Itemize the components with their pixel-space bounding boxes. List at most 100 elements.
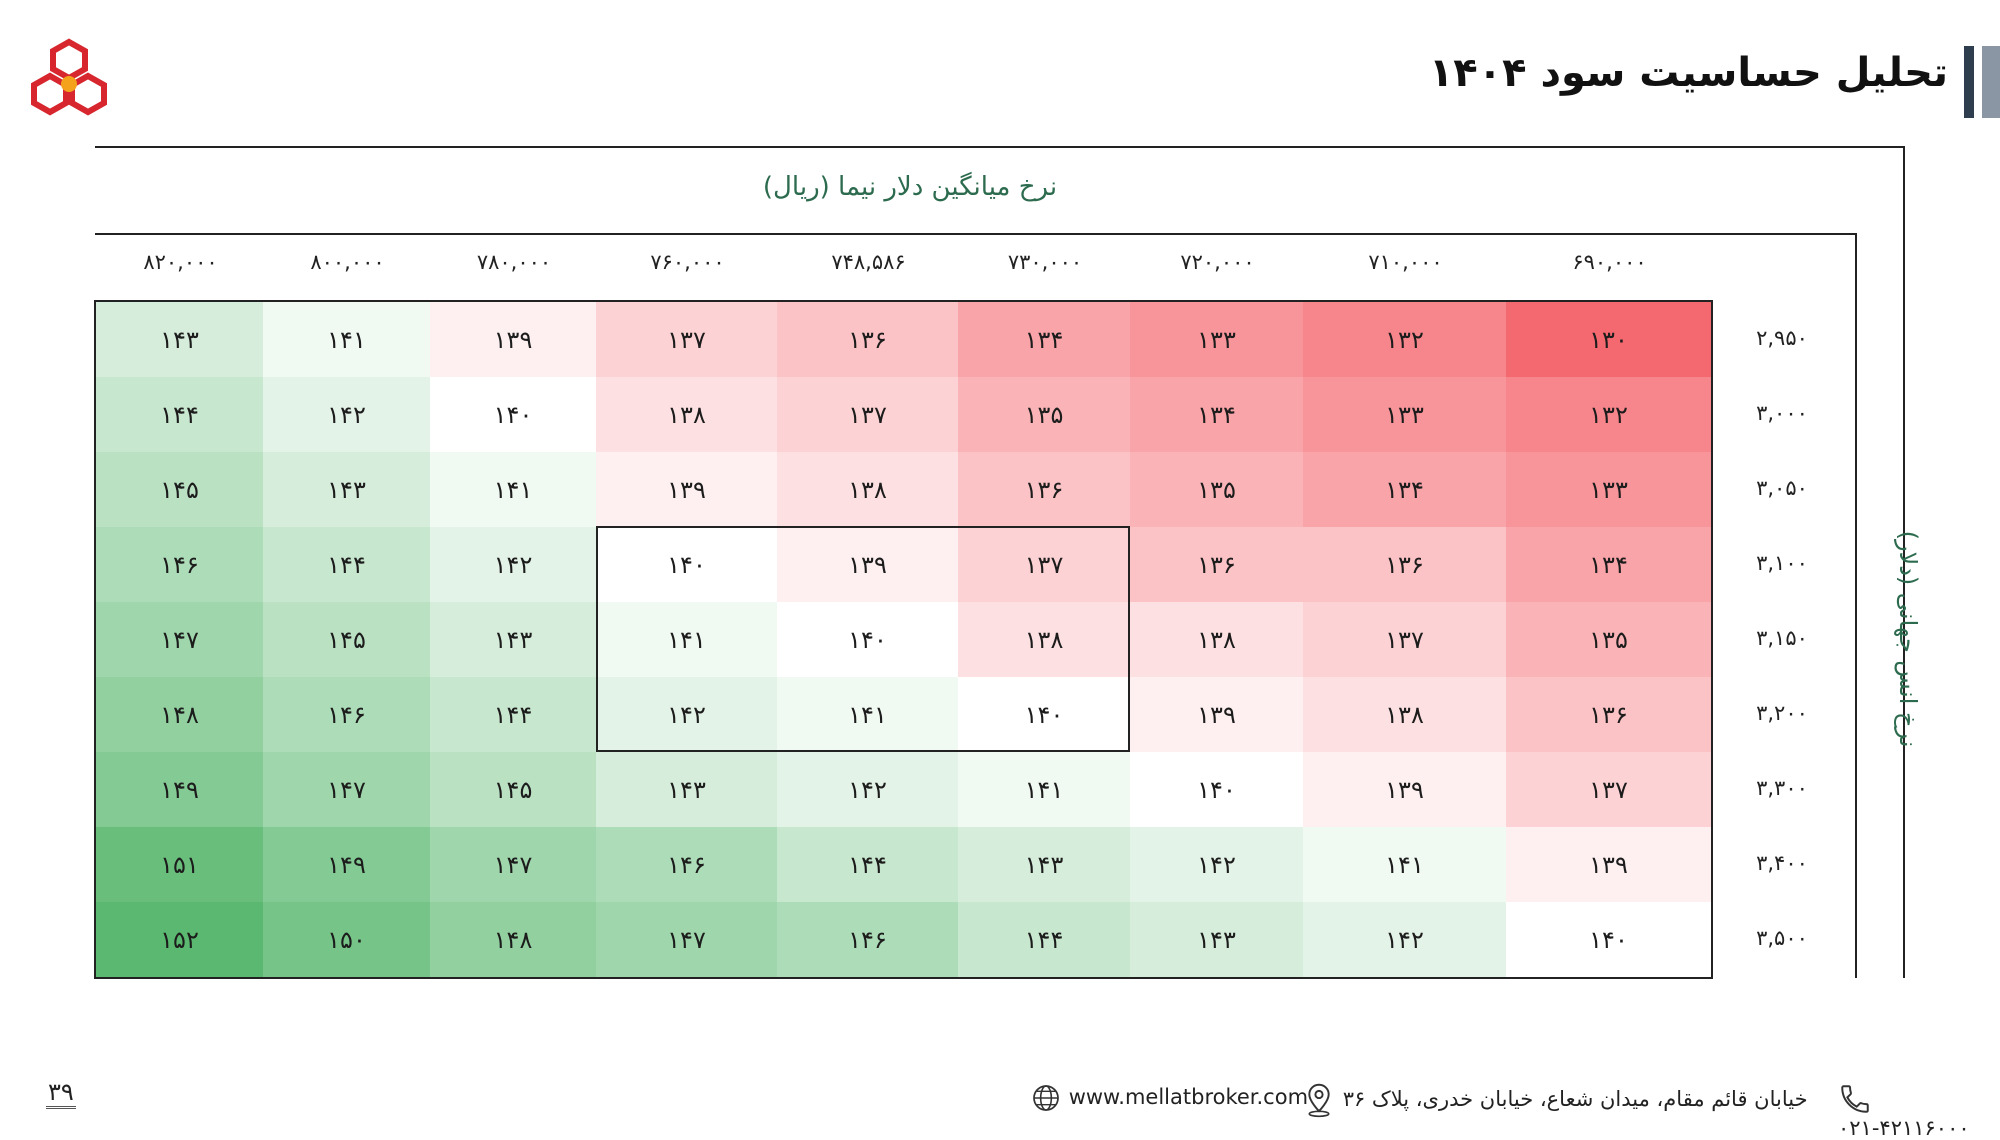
heatmap-cell: ۱۳۸ bbox=[596, 377, 777, 452]
heatmap-cell: ۱۴۰ bbox=[596, 527, 777, 602]
heatmap-cell: ۱۴۰ bbox=[1130, 752, 1303, 827]
inner-right-line bbox=[1855, 233, 1857, 978]
heatmap-cell: ۱۳۶ bbox=[1130, 527, 1303, 602]
heatmap-cell: ۱۴۱ bbox=[1303, 827, 1506, 902]
heatmap-cell: ۱۳۹ bbox=[596, 452, 777, 527]
column-axis-title: نرخ میانگین دلار نیما (ریال) bbox=[762, 172, 1058, 202]
heatmap-cell: ۱۳۵ bbox=[1130, 452, 1303, 527]
column-header: ۷۸۰,۰۰۰ bbox=[476, 250, 552, 274]
heatmap-cell: ۱۴۴ bbox=[430, 677, 596, 752]
heatmap-cell: ۱۴۲ bbox=[1130, 827, 1303, 902]
heatmap-cell: ۱۴۲ bbox=[263, 377, 430, 452]
heatmap-cell: ۱۳۰ bbox=[1506, 302, 1711, 377]
heatmap-cell: ۱۳۲ bbox=[1303, 302, 1506, 377]
frame-top-line bbox=[95, 146, 1905, 148]
heatmap-cell: ۱۴۶ bbox=[596, 827, 777, 902]
heatmap-cell: ۱۴۰ bbox=[958, 677, 1130, 752]
sensitivity-heatmap: ۱۴۳ ۱۴۱ ۱۳۹ ۱۳۷ ۱۳۶ ۱۳۴ ۱۳۳ ۱۳۲ ۱۳۰ ۱۴۴ ۱۴۲ ۱۴۰ ۱۳۸ ۱… bbox=[94, 300, 1713, 979]
heatmap-cell: ۱۳۹ bbox=[1130, 677, 1303, 752]
heatmap-cell: ۱۳۴ bbox=[1506, 527, 1711, 602]
heatmap-cell: ۱۴۳ bbox=[596, 752, 777, 827]
heatmap-cell: ۱۴۱ bbox=[430, 452, 596, 527]
heatmap-cell: ۱۴۴ bbox=[96, 377, 263, 452]
heatmap-cell: ۱۴۶ bbox=[96, 527, 263, 602]
heatmap-cell: ۱۳۶ bbox=[1506, 677, 1711, 752]
heatmap-cell: ۱۴۰ bbox=[430, 377, 596, 452]
page-title: تحلیل حساسیت سود ۱۴۰۴ bbox=[1428, 50, 1948, 96]
heatmap-cell: ۱۳۴ bbox=[1303, 452, 1506, 527]
row-header: ۳,۵۰۰ bbox=[1756, 926, 1808, 950]
heatmap-cell: ۱۳۶ bbox=[777, 302, 958, 377]
heatmap-cell: ۱۴۳ bbox=[96, 302, 263, 377]
heatmap-cell: ۱۴۱ bbox=[596, 602, 777, 677]
heatmap-cell: ۱۴۱ bbox=[958, 752, 1130, 827]
heatmap-cell: ۱۴۰ bbox=[1506, 902, 1711, 977]
heatmap-cell: ۱۳۳ bbox=[1303, 377, 1506, 452]
column-header: ۷۶۰,۰۰۰ bbox=[650, 250, 725, 274]
heatmap-cell: ۱۴۶ bbox=[263, 677, 430, 752]
heatmap-cell: ۱۳۹ bbox=[430, 302, 596, 377]
heatmap-cell: ۱۳۷ bbox=[596, 302, 777, 377]
row-header: ۲,۹۵۰ bbox=[1756, 326, 1808, 350]
heatmap-cell: ۱۴۳ bbox=[430, 602, 596, 677]
row-header: ۳,۲۰۰ bbox=[1756, 701, 1808, 725]
footer-address: خیابان قائم مقام، میدان شعاع، خیابان خدر… bbox=[1302, 1082, 1808, 1118]
heatmap-cell: ۱۴۹ bbox=[96, 752, 263, 827]
heatmap-cell: ۱۵۰ bbox=[263, 902, 430, 977]
location-pin-icon bbox=[1308, 1083, 1330, 1118]
footer-website[interactable]: www.mellatbroker.com bbox=[1030, 1082, 1308, 1114]
heatmap-cell: ۱۳۷ bbox=[958, 527, 1130, 602]
heatmap-cell: ۱۴۵ bbox=[96, 452, 263, 527]
heatmap-cell: ۱۳۷ bbox=[777, 377, 958, 452]
heatmap-cell: ۱۳۵ bbox=[1506, 602, 1711, 677]
heatmap-cell: ۱۴۰ bbox=[777, 602, 958, 677]
heatmap-cell: ۱۳۶ bbox=[1303, 527, 1506, 602]
frame-right-line bbox=[1903, 146, 1905, 978]
heatmap-cell: ۱۴۴ bbox=[958, 902, 1130, 977]
heatmap-cell: ۱۳۸ bbox=[1130, 602, 1303, 677]
heatmap-cell: ۱۴۹ bbox=[263, 827, 430, 902]
footer-phone: ۰۲۱-۴۲۱۱۶۰۰۰ bbox=[1838, 1082, 2000, 1140]
column-header: ۸۰۰,۰۰۰ bbox=[310, 250, 385, 274]
heatmap-cell: ۱۴۷ bbox=[263, 752, 430, 827]
address-text: خیابان قائم مقام، میدان شعاع، خیابان خدر… bbox=[1342, 1087, 1808, 1111]
phone-number: ۰۲۱-۴۲۱۱۶۰۰۰ bbox=[1838, 1116, 1970, 1140]
heatmap-cell: ۱۳۶ bbox=[958, 452, 1130, 527]
heatmap-cell: ۱۴۷ bbox=[96, 602, 263, 677]
website-link[interactable]: www.mellatbroker.com bbox=[1068, 1085, 1309, 1109]
heatmap-cell: ۱۳۴ bbox=[958, 302, 1130, 377]
inner-top-line bbox=[95, 233, 1857, 235]
heatmap-cell: ۱۳۹ bbox=[1506, 827, 1711, 902]
column-header: ۷۲۰,۰۰۰ bbox=[1180, 250, 1255, 274]
heatmap-cell: ۱۴۲ bbox=[777, 752, 958, 827]
heatmap-cell: ۱۳۸ bbox=[777, 452, 958, 527]
logo bbox=[31, 38, 107, 116]
phone-icon bbox=[1841, 1085, 1869, 1113]
heatmap-cell: ۱۵۱ bbox=[96, 827, 263, 902]
row-header: ۳,۱۵۰ bbox=[1756, 626, 1808, 650]
heatmap-cell: ۱۳۷ bbox=[1506, 752, 1711, 827]
column-header: ۸۲۰,۰۰۰ bbox=[143, 250, 218, 274]
heatmap-cell: ۱۴۸ bbox=[96, 677, 263, 752]
heatmap-cell: ۱۳۷ bbox=[1303, 602, 1506, 677]
title-accent-bar-light bbox=[1982, 46, 2000, 118]
heatmap-cell: ۱۴۳ bbox=[958, 827, 1130, 902]
column-header: ۷۳۰,۰۰۰ bbox=[1007, 250, 1083, 274]
heatmap-cell: ۱۴۴ bbox=[263, 527, 430, 602]
heatmap-cell: ۱۴۲ bbox=[430, 527, 596, 602]
heatmap-cell: ۱۴۱ bbox=[263, 302, 430, 377]
heatmap-cell: ۱۳۸ bbox=[958, 602, 1130, 677]
column-header: ۶۹۰,۰۰۰ bbox=[1572, 250, 1647, 274]
heatmap-cell: ۱۳۹ bbox=[1303, 752, 1506, 827]
column-header: ۷۱۰,۰۰۰ bbox=[1368, 250, 1443, 274]
heatmap-cell: ۱۴۳ bbox=[1130, 902, 1303, 977]
heatmap-cell: ۱۵۲ bbox=[96, 902, 263, 977]
heatmap-cell: ۱۳۴ bbox=[1130, 377, 1303, 452]
heatmap-cell: ۱۴۷ bbox=[430, 827, 596, 902]
row-header: ۳,۰۰۰ bbox=[1756, 401, 1808, 425]
heatmap-cell: ۱۳۳ bbox=[1506, 452, 1711, 527]
heatmap-cell: ۱۴۶ bbox=[777, 902, 958, 977]
column-header: ۷۴۸,۵۸۶ bbox=[831, 250, 906, 274]
heatmap-cell: ۱۴۵ bbox=[263, 602, 430, 677]
page-number: ۳۹ bbox=[46, 1078, 76, 1109]
